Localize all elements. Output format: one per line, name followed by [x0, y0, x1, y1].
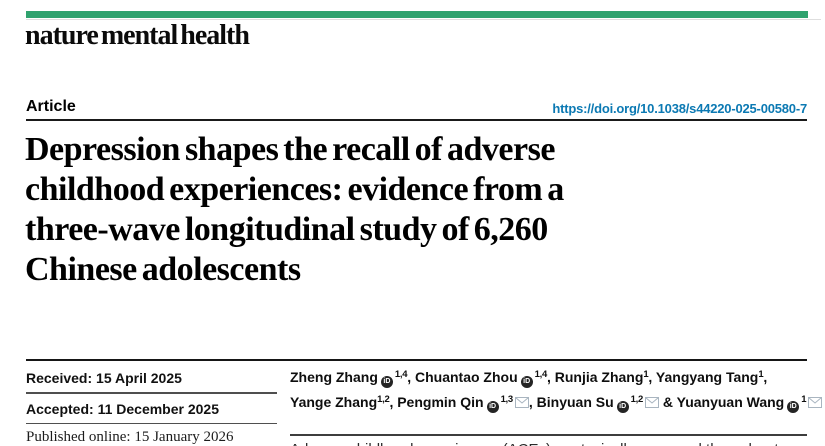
- author-name: Yuanyuan Wang: [676, 394, 785, 410]
- orcid-icon[interactable]: iD: [380, 376, 393, 388]
- title-line: three-wave longitudinal study of 6,260: [25, 211, 548, 248]
- author: Chuantao Zhou iD1,4,: [414, 369, 555, 388]
- author: Zheng Zhang iD1,4,: [290, 369, 415, 388]
- header-divider: [26, 119, 807, 121]
- author: Runjia Zhang1,: [554, 369, 656, 385]
- dates-divider: [26, 392, 277, 394]
- author-line-1: Zheng Zhang iD1,4, Chuantao Zhou iD1,4, Ru…: [290, 366, 808, 391]
- author-name: Chuantao Zhou: [414, 369, 518, 385]
- affiliation-superscript: 1: [758, 369, 764, 380]
- author-name: Yangyang Tang: [655, 369, 759, 385]
- orcid-icon[interactable]: iD: [486, 401, 499, 413]
- affiliation-superscript: 1,3: [500, 394, 514, 405]
- author: Yuanyuan Wang iD1: [676, 394, 823, 413]
- section-top-divider: [26, 359, 807, 361]
- affiliation-superscript: 1: [801, 394, 807, 405]
- affiliation-superscript: 1,2: [377, 394, 390, 405]
- received-date: Received: 15 April 2025: [26, 370, 182, 386]
- journal-brand-bar: [26, 11, 808, 18]
- orcid-icon[interactable]: iD: [616, 401, 629, 413]
- affiliation-superscript: 1,4: [534, 369, 548, 380]
- title-line: childhood experiences: evidence from a: [25, 171, 564, 208]
- email-icon[interactable]: [644, 397, 659, 408]
- journal-logo: nature mental health: [25, 20, 250, 51]
- dates-divider: [26, 422, 277, 424]
- author-name: Runjia Zhang: [554, 369, 644, 385]
- affiliation-superscript: 1: [643, 369, 649, 380]
- author: Pengmin Qin iD1,3,: [397, 394, 536, 413]
- orcid-icon[interactable]: iD: [520, 376, 533, 388]
- author: Binyuan Su iD1,2 &: [536, 394, 677, 413]
- brand-bar-shadow: [26, 19, 821, 20]
- doi-link[interactable]: https://doi.org/10.1038/s44220-025-00580…: [552, 101, 807, 116]
- article-type-label: Article: [26, 98, 76, 115]
- paper-title: Depression shapes the recall of adverse …: [25, 130, 805, 290]
- author-list: Zheng Zhang iD1,4, Chuantao Zhou iD1,4, Ru…: [290, 366, 823, 416]
- title-line: Chinese adolescents: [25, 251, 301, 288]
- author-name: Binyuan Su: [536, 394, 614, 410]
- authors-abstract-divider: [290, 434, 807, 436]
- title-line: Depression shapes the recall of adverse: [25, 131, 555, 168]
- affiliation-superscript: 1,4: [394, 369, 408, 380]
- author-name: Yange Zhang: [290, 394, 378, 410]
- orcid-icon[interactable]: iD: [787, 401, 800, 413]
- author-name: Pengmin Qin: [397, 394, 484, 410]
- accepted-date: Accepted: 11 December 2025: [26, 401, 219, 417]
- affiliation-superscript: 1,2: [630, 394, 644, 405]
- email-icon[interactable]: [808, 397, 823, 408]
- author: Yangyang Tang1,: [655, 369, 768, 385]
- author-name: Zheng Zhang: [290, 369, 378, 385]
- abstract-first-line: Adverse childhood experiences (ACEs) are…: [290, 441, 807, 446]
- email-icon[interactable]: [514, 397, 529, 408]
- published-date: Published online: 15 January 2026: [26, 429, 234, 445]
- author-line-2: Yange Zhang1,2, Pengmin Qin iD1,3, Binyua…: [290, 391, 823, 416]
- author: Yange Zhang1,2,: [290, 394, 398, 410]
